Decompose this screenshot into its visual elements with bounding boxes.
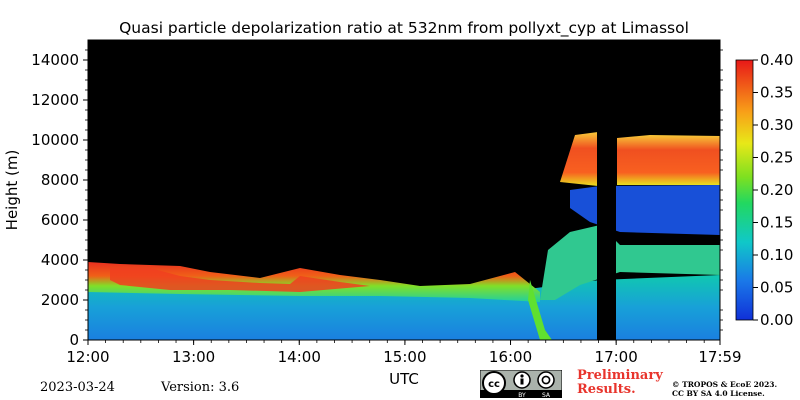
date-label: 2023-03-24 bbox=[40, 380, 115, 395]
x-tick-label: 17:00 bbox=[595, 348, 638, 366]
y-tick-label: 2000 bbox=[41, 291, 79, 309]
y-tick-label: 6000 bbox=[41, 211, 79, 229]
copyright-notice: © TROPOS & EcoE 2023. CC BY SA 4.0 Licen… bbox=[672, 380, 777, 398]
sa-share-icon bbox=[537, 371, 555, 389]
colorbar-tick-label: 0.10 bbox=[760, 246, 793, 264]
x-tick-label: 12:00 bbox=[66, 348, 109, 366]
preliminary-line-1: Preliminary bbox=[577, 368, 663, 383]
minor-ticks bbox=[85, 49, 723, 343]
y-tick-label: 8000 bbox=[41, 171, 79, 189]
convective-plume bbox=[528, 280, 552, 340]
y-tick-label: 12000 bbox=[31, 91, 79, 109]
svg-text:BY: BY bbox=[518, 392, 526, 398]
x-axis-label: UTC bbox=[389, 370, 419, 388]
colorbar-tick-label: 0.30 bbox=[760, 116, 793, 134]
dust-layer-top bbox=[110, 268, 370, 292]
y-tick-label: 10000 bbox=[31, 131, 79, 149]
y-tick-label: 0 bbox=[69, 331, 79, 349]
colorbar-tick-label: 0.25 bbox=[760, 149, 793, 167]
chart-title: Quasi particle depolarization ratio at 5… bbox=[119, 19, 689, 38]
cc-license-badge: cc BY SA bbox=[480, 370, 562, 398]
x-tick-label: 13:00 bbox=[172, 348, 215, 366]
version-label: Version: 3.6 bbox=[161, 380, 240, 395]
colorbar-tick-label: 0.35 bbox=[760, 84, 793, 102]
y-axis-label: Height (m) bbox=[3, 150, 21, 231]
elevated-layer-right bbox=[617, 135, 720, 185]
colorbar-ticks: 0.00 0.05 0.10 0.15 0.20 0.25 0.30 0.35 0.40 bbox=[753, 51, 793, 329]
preliminary-notice: Preliminary Results. bbox=[577, 369, 663, 397]
y-axis: 0 2000 4000 6000 8000 10000 12000 14000 bbox=[31, 51, 88, 349]
x-tick-label: 15:00 bbox=[383, 348, 426, 366]
colorbar-tick-label: 0.20 bbox=[760, 181, 793, 199]
colorbar-tick-label: 0.00 bbox=[760, 311, 793, 329]
colorbar-tick-label: 0.15 bbox=[760, 214, 793, 232]
svg-text:SA: SA bbox=[542, 392, 551, 398]
y-tick-label: 4000 bbox=[41, 251, 79, 269]
copyright-line-2: CC BY SA 4.0 License. bbox=[672, 389, 765, 398]
x-tick-label: 17:59 bbox=[698, 348, 741, 366]
cc-icon bbox=[482, 371, 506, 395]
colorbar-tick-label: 0.05 bbox=[760, 279, 793, 297]
colorbar-tick-label: 0.40 bbox=[760, 51, 793, 69]
preliminary-line-2: Results. bbox=[577, 382, 636, 397]
rising-layer bbox=[540, 225, 720, 300]
svg-text:cc: cc bbox=[488, 379, 500, 390]
copyright-line-1: © TROPOS & EcoE 2023. bbox=[672, 380, 778, 389]
x-tick-label: 16:00 bbox=[489, 348, 532, 366]
x-axis: 12:00 13:00 14:00 15:00 16:00 17:00 17:59 bbox=[66, 340, 742, 366]
y-tick-label: 14000 bbox=[31, 51, 79, 69]
elevated-layer bbox=[560, 132, 598, 186]
colorbar bbox=[735, 59, 754, 321]
heatmap-layers bbox=[88, 130, 720, 340]
data-gap bbox=[597, 130, 616, 340]
x-tick-label: 14:00 bbox=[278, 348, 321, 366]
